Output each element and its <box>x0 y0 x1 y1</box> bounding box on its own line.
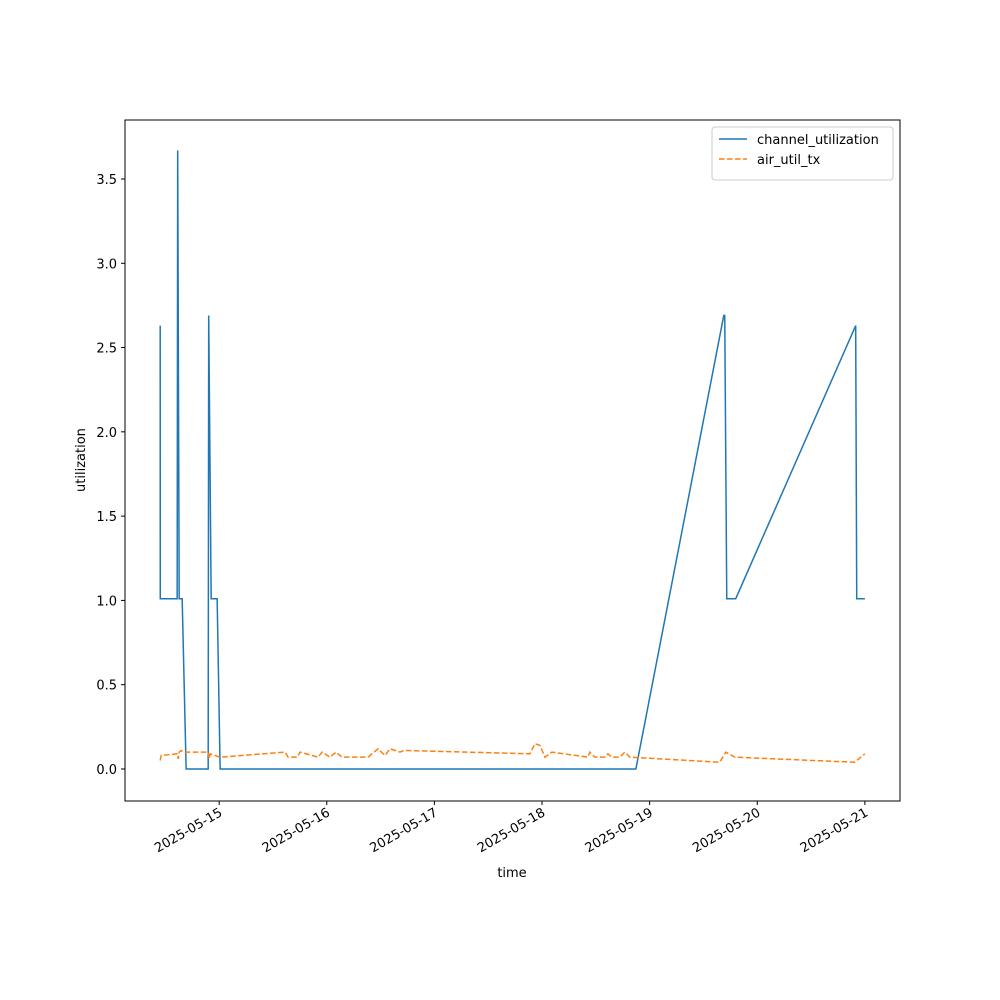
y-tick-label: 0.5 <box>96 679 117 694</box>
x-tick-label: 2025-05-17 <box>367 805 440 856</box>
y-tick-label: 2.0 <box>96 426 117 441</box>
data-line <box>159 742 866 764</box>
y-tick-label: 1.0 <box>96 594 117 609</box>
x-tick-label: 2025-05-15 <box>152 805 225 856</box>
x-tick-label: 2025-05-16 <box>260 805 333 856</box>
y-tick-label: 2.5 <box>96 342 117 357</box>
data-line <box>159 150 865 770</box>
legend: channel_utilization air_util_tx <box>711 126 894 181</box>
x-tick-label: 2025-05-19 <box>583 805 656 856</box>
x-tick-label: 2025-05-21 <box>798 805 871 856</box>
legend-box <box>711 126 894 181</box>
y-tick-label: 0.0 <box>96 763 117 778</box>
x-tick-label: 2025-05-18 <box>475 805 548 856</box>
x-axis-label: time <box>497 866 526 881</box>
x-tick-label: 2025-05-20 <box>690 805 763 856</box>
legend-label: channel_utilization <box>757 133 879 148</box>
plot-frame <box>124 119 901 802</box>
y-tick-label: 3.5 <box>96 173 117 188</box>
y-tick-label: 1.5 <box>96 510 117 525</box>
legend-label: air_util_tx <box>757 153 821 168</box>
y-tick-label: 3.0 <box>96 257 117 272</box>
y-axis-label: utilization <box>74 428 89 492</box>
